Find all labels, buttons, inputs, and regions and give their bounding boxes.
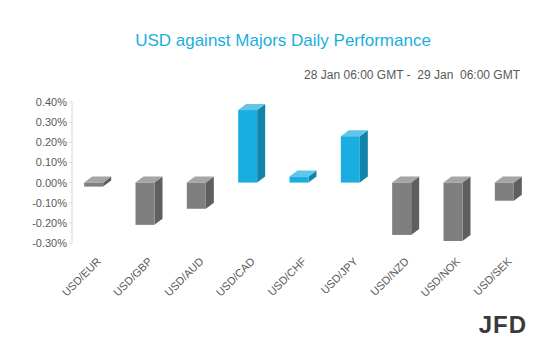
y-tick	[69, 122, 72, 123]
bar-side	[155, 177, 163, 225]
x-tick-label: USD/SEK	[471, 254, 514, 297]
bar-top	[84, 177, 111, 183]
bars	[84, 104, 522, 241]
x-tick-label: USD/NZD	[368, 255, 411, 298]
bar-top	[290, 171, 317, 177]
bar	[392, 183, 411, 235]
y-tick	[69, 243, 72, 244]
y-tick-label: -0.10%	[32, 197, 67, 209]
bar-top	[495, 177, 522, 183]
bar	[341, 136, 360, 182]
bar-top	[444, 177, 471, 183]
y-tick-label: 0.30%	[36, 116, 67, 128]
y-tick	[69, 222, 72, 223]
bar	[495, 183, 514, 201]
bar-side	[257, 104, 265, 183]
bar	[238, 110, 257, 183]
bar	[84, 183, 103, 187]
bar-top	[187, 177, 214, 183]
title: USD against Majors Daily Performance	[135, 31, 431, 50]
x-tick-label: USD/GBP	[111, 255, 154, 298]
bar	[444, 183, 463, 241]
y-axis-line	[72, 102, 73, 243]
bar-top	[238, 104, 265, 110]
x-tick-label: USD/CHF	[265, 255, 308, 298]
bar-top	[136, 177, 163, 183]
y-tick	[69, 142, 72, 143]
logo: JFD	[479, 311, 527, 338]
bar	[187, 183, 206, 209]
x-tick-label: USD/JPY	[318, 254, 360, 296]
bar-side	[463, 177, 471, 241]
x-tick-label: USD/CAD	[214, 255, 258, 299]
background	[0, 0, 539, 351]
y-tick	[69, 102, 72, 103]
x-tick-label: USD/EUR	[60, 255, 104, 299]
y-tick-label: -0.30%	[32, 237, 67, 249]
y-tick	[69, 202, 72, 203]
chart: USD against Majors Daily Performance 28 J…	[0, 0, 539, 351]
bar	[136, 183, 155, 225]
bar-side	[360, 130, 368, 182]
x-tick-label: USD/AUD	[162, 255, 206, 299]
bar-top	[341, 130, 368, 136]
y-tick	[69, 182, 72, 183]
bar-top	[392, 177, 419, 183]
x-tick-label: USD/NOK	[418, 254, 462, 298]
subtitle: 28 Jan 06:00 GMT - 29 Jan 06:00 GMT	[304, 68, 521, 82]
y-tick-label: 0.10%	[36, 156, 67, 168]
y-tick	[69, 162, 72, 163]
bar-side	[411, 177, 419, 235]
y-tick-label: 0.00%	[36, 177, 67, 189]
bar	[290, 177, 309, 183]
y-tick-label: 0.40%	[36, 96, 67, 108]
y-tick-label: 0.20%	[36, 136, 67, 148]
y-tick-label: -0.20%	[32, 217, 67, 229]
